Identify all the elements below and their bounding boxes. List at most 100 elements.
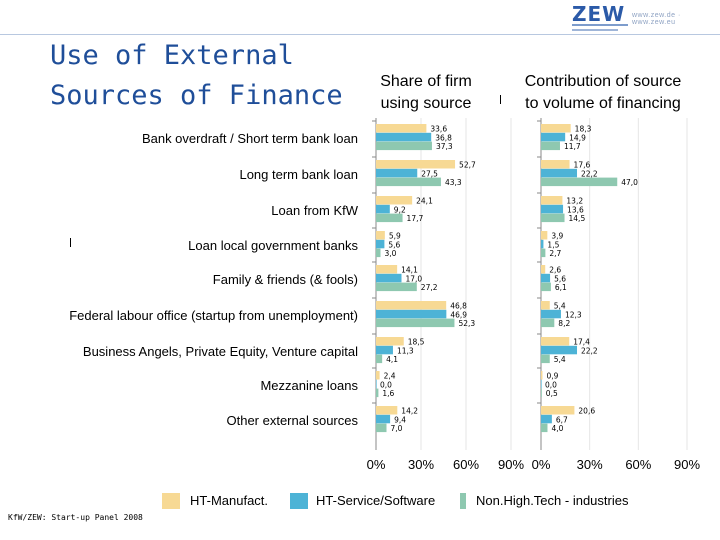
data-label-ht-service: 17,0 [406, 274, 423, 283]
bar-ht-service [376, 168, 418, 178]
data-label-ht-manufact: 14,1 [401, 266, 418, 275]
x-tick-label: 0% [367, 457, 386, 472]
data-label-non-hightech: 6,1 [555, 283, 567, 292]
x-tick-label: 60% [453, 457, 479, 472]
bar-non-hightech [541, 423, 548, 433]
bar-ht-service [376, 379, 377, 389]
data-label-ht-service: 11,3 [397, 346, 414, 355]
bar-ht-manufact [376, 371, 380, 380]
x-tick-label: 90% [498, 457, 524, 472]
bar-non-hightech [376, 213, 403, 223]
data-label-ht-service: 1,5 [547, 240, 559, 249]
data-label-ht-service: 14,9 [569, 133, 586, 142]
category-label: Loan from KfW [271, 203, 358, 218]
data-label-non-hightech: 1,6 [382, 389, 394, 398]
data-label-ht-manufact: 3,9 [551, 232, 563, 241]
bar-non-hightech [541, 213, 565, 223]
data-label-ht-manufact: 13,2 [566, 197, 583, 206]
bar-ht-service [541, 414, 552, 424]
data-label-ht-service: 46,9 [450, 310, 467, 319]
data-label-non-hightech: 11,7 [564, 142, 581, 151]
legend-label-non-hightech: Non.High.Tech - industries [476, 493, 629, 508]
x-tick-label: 60% [625, 457, 651, 472]
data-label-ht-service: 13,6 [567, 205, 584, 214]
data-label-non-hightech: 43,3 [445, 178, 462, 187]
data-label-non-hightech: 0,5 [546, 389, 558, 398]
category-label: Business Angels, Private Equity, Venture… [82, 344, 358, 359]
x-tick-label: 90% [674, 457, 700, 472]
data-label-ht-manufact: 2,4 [384, 372, 396, 381]
bar-ht-service [541, 345, 578, 355]
header-divider [0, 34, 720, 35]
bar-ht-service [376, 414, 391, 424]
legend-swatch-ht-manufact [162, 493, 180, 509]
right-chart-header: Contribution of source to volume of fina… [524, 73, 682, 112]
data-label-ht-manufact: 2,6 [549, 266, 561, 275]
bar-non-hightech [541, 248, 546, 258]
legend: HT-Manufact. HT-Service/Software Non.Hig… [0, 492, 720, 510]
category-label: Bank overdraft / Short term bank loan [141, 131, 358, 146]
bar-ht-service [541, 239, 544, 249]
data-label-ht-manufact: 17,6 [574, 161, 591, 170]
data-label-non-hightech: 37,3 [436, 142, 453, 151]
bar-ht-manufact [541, 231, 548, 240]
stray-mark [70, 238, 71, 247]
data-label-ht-service: 22,2 [581, 346, 598, 355]
bar-ht-service [376, 132, 432, 142]
bar-non-hightech [541, 177, 618, 187]
bar-ht-manufact [376, 160, 456, 169]
logo-text: ZEW [572, 2, 626, 26]
bar-non-hightech [541, 282, 551, 292]
data-label-ht-manufact: 52,7 [459, 161, 476, 170]
slide-title: Use of External Sources of Finance [50, 40, 343, 111]
data-label-ht-service: 0,0 [545, 380, 557, 389]
left-chart-header: Share of firm using source [380, 73, 472, 112]
bar-ht-service [541, 168, 578, 178]
data-label-ht-service: 22,2 [581, 169, 598, 178]
legend-label-ht-manufact: HT-Manufact. [190, 493, 269, 508]
data-label-non-hightech: 3,0 [385, 249, 397, 258]
data-label-non-hightech: 7,0 [391, 424, 403, 433]
data-label-non-hightech: 4,1 [386, 355, 398, 364]
data-label-ht-manufact: 5,9 [389, 232, 401, 241]
x-tick-label: 30% [577, 457, 603, 472]
legend-swatch-non-hightech [460, 493, 466, 509]
bar-non-hightech [376, 388, 379, 398]
bar-non-hightech [376, 141, 432, 151]
data-label-ht-manufact: 17,4 [573, 338, 590, 347]
bar-non-hightech [541, 318, 555, 328]
bar-ht-service [376, 239, 385, 249]
category-label: Mezzanine loans [260, 378, 358, 393]
data-label-ht-service: 5,6 [554, 274, 566, 283]
data-label-ht-manufact: 33,6 [430, 125, 447, 134]
data-label-non-hightech: 2,7 [549, 249, 561, 258]
bar-ht-manufact [541, 265, 546, 274]
bar-ht-service [376, 345, 393, 355]
data-label-ht-manufact: 20,6 [578, 407, 595, 416]
category-label: Federal labour office (startup from unem… [69, 308, 358, 323]
bar-ht-manufact [376, 196, 413, 205]
bar-ht-manufact [376, 124, 427, 133]
data-label-non-hightech: 4,0 [551, 424, 563, 433]
data-label-ht-manufact: 14,2 [401, 407, 418, 416]
data-label-non-hightech: 8,2 [558, 319, 570, 328]
bar-ht-manufact [376, 337, 404, 346]
data-label-ht-manufact: 18,3 [575, 125, 592, 134]
bar-ht-manufact [541, 301, 550, 310]
data-label-non-hightech: 52,3 [458, 319, 475, 328]
source-note: KfW/ZEW: Start-up Panel 2008 [8, 513, 143, 522]
bar-ht-manufact [376, 301, 447, 310]
bar-ht-manufact [541, 337, 570, 346]
bar-ht-manufact [376, 406, 398, 415]
bar-ht-service [541, 309, 561, 319]
bar-ht-service [541, 273, 551, 283]
x-tick-label: 0% [532, 457, 551, 472]
site-url: www.zew.de · www.zew.eu [632, 12, 681, 26]
bar-ht-manufact [541, 124, 571, 133]
category-label: Other external sources [226, 413, 358, 428]
bar-non-hightech [376, 354, 383, 364]
data-label-ht-service: 9,4 [394, 415, 406, 424]
bar-ht-manufact [541, 160, 570, 169]
data-label-ht-manufact: 0,9 [546, 372, 558, 381]
